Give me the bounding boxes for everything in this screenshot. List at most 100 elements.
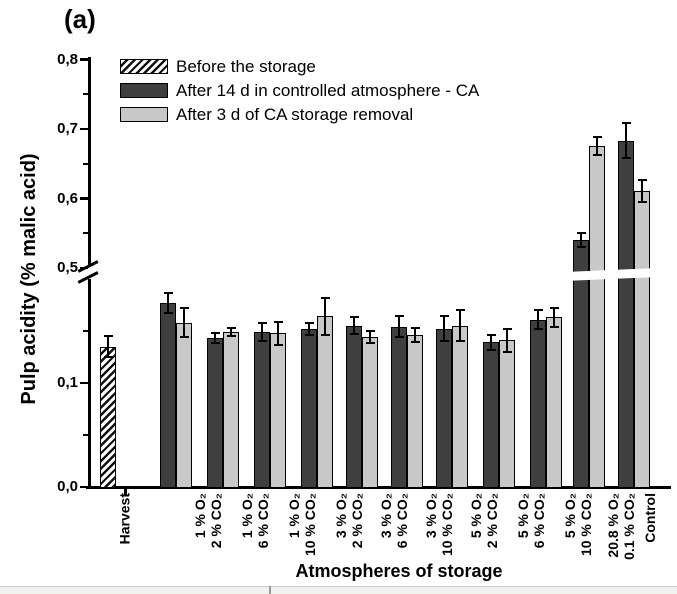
error-bar-line <box>324 297 326 336</box>
bar-series1-cat3 <box>254 332 270 489</box>
y-axis-title: Pulp acidity (% malic acid) <box>18 153 40 405</box>
error-bar-cap <box>576 246 586 249</box>
error-bar-cap <box>486 348 496 351</box>
error-bar-cap <box>320 334 330 337</box>
light-swatch-icon <box>120 107 168 122</box>
error-bar-line <box>353 317 355 335</box>
y-minor-tick <box>83 232 88 235</box>
x-category-line: Control <box>642 493 658 543</box>
error-bar-cap <box>439 340 449 343</box>
x-category-line: 5 % O₂ <box>468 493 484 539</box>
x-category-line: 5 % O₂ <box>562 493 578 539</box>
error-bar-cap <box>163 312 173 315</box>
x-category-line: 10 % CO₂ <box>439 493 455 557</box>
dark-swatch-icon <box>120 83 168 98</box>
x-category-line: 2 % CO₂ <box>208 493 224 549</box>
x-axis-title: Atmospheres of storage <box>295 561 503 581</box>
bar-series1-cat9 <box>530 319 546 489</box>
x-category-line: 3 % O₂ <box>378 493 394 539</box>
error-bar-cap <box>179 307 189 310</box>
y-minor-tick <box>83 162 88 165</box>
error-bar-cap <box>502 350 512 353</box>
bar-series2-cat7 <box>452 325 468 489</box>
error-bar-line <box>398 316 400 338</box>
error-bar-cap <box>502 327 512 330</box>
y-tick-label: 0,1 <box>57 374 78 391</box>
y-axis <box>88 279 91 489</box>
error-bar-line <box>183 308 185 338</box>
error-bar-cap <box>349 333 359 336</box>
legend-label: After 14 d in controlled atmosphere - CA <box>176 81 480 100</box>
error-bar-cap <box>394 315 404 318</box>
y-tick-label: 0,6 <box>57 189 78 207</box>
bar-series2-cat5 <box>362 337 378 489</box>
error-bar-cap <box>103 356 113 358</box>
error-bar-cap <box>455 340 465 343</box>
bar-series1-cat2 <box>207 338 223 489</box>
y-tick-label: 0,5 <box>57 259 78 276</box>
x-category-line: 3 % O₂ <box>333 493 349 539</box>
x-category-label: 5 % O₂ 2 % CO₂ <box>468 493 500 548</box>
x-category-label: 1 % O₂ 6 % CO₂ <box>239 493 271 548</box>
y-minor-tick <box>83 330 88 332</box>
bar-series2-cat3 <box>270 333 286 489</box>
legend-label: Before the storage <box>176 57 316 76</box>
error-bar-cap <box>179 336 189 339</box>
x-category-line: Harvest <box>116 493 132 545</box>
error-bar-cap <box>410 341 420 344</box>
y-axis <box>88 57 91 266</box>
error-bar-line <box>261 322 263 342</box>
error-bar-line <box>443 316 445 342</box>
bar-series1-cat11 <box>618 140 634 489</box>
hatched-swatch-icon <box>120 59 168 74</box>
x-category-line: 1 % O₂ <box>192 493 208 539</box>
error-bar-cap <box>621 122 631 125</box>
bar-series2-cat6 <box>407 335 423 489</box>
x-category-label: Harvest <box>116 493 132 544</box>
x-category-line: 2 % CO₂ <box>349 493 365 549</box>
x-category-line: 6 % CO₂ <box>255 493 271 549</box>
bar-series1-cat7 <box>436 328 452 489</box>
bar-series2-cat10 <box>589 145 605 489</box>
x-category-line: 0.1 % CO₂ <box>621 493 637 560</box>
bar-series1-cat4 <box>301 328 317 489</box>
error-bar-cap <box>226 335 236 338</box>
error-bar-line <box>580 233 582 248</box>
x-category-label: 3 % O₂ 6 % CO₂ <box>378 493 410 548</box>
error-bar-line <box>506 328 508 352</box>
error-bar-cap <box>210 332 220 335</box>
window-bottom-strip <box>0 586 677 594</box>
error-bar-cap <box>394 336 404 339</box>
error-bar-cap <box>257 321 267 324</box>
y-tick-label: 0,7 <box>57 120 78 137</box>
x-category-line: 5 % O₂ <box>515 493 531 539</box>
bar-series2-cat9 <box>546 317 562 489</box>
error-bar-line <box>214 333 216 344</box>
bar-series2-cat8 <box>499 340 515 489</box>
error-bar-cap <box>365 342 375 345</box>
x-category-label: 3 % O₂ 2 % CO₂ <box>333 493 365 548</box>
window-strip-divider <box>269 586 271 594</box>
legend-label: After 3 d of CA storage removal <box>176 105 414 124</box>
error-bar-cap <box>349 316 359 319</box>
error-bar-line <box>625 123 627 159</box>
x-category-line: 10 % CO₂ <box>302 493 318 557</box>
error-bar-cap <box>621 157 631 160</box>
x-category-label: 1 % O₂ 10 % CO₂ <box>286 493 318 556</box>
x-category-label: 5 % O₂ 6 % CO₂ <box>515 493 547 548</box>
error-bar-cap <box>637 178 647 181</box>
error-bar-line <box>277 321 279 345</box>
error-bar-cap <box>592 135 602 138</box>
error-bar-cap <box>486 334 496 337</box>
bar-series2-cat2 <box>223 332 239 489</box>
error-bar-line <box>107 336 109 357</box>
error-bar-cap <box>533 309 543 312</box>
error-bar-cap <box>592 153 602 156</box>
error-bar-line <box>490 335 492 350</box>
error-bar-cap <box>257 340 267 343</box>
x-category-line: 20.8 % O₂ <box>605 493 621 558</box>
y-major-tick <box>80 58 88 61</box>
x-category-label: 5 % O₂ 10 % CO₂ <box>562 493 594 556</box>
bar-series2-cat11 <box>634 190 650 489</box>
x-category-line: 1 % O₂ <box>239 493 255 539</box>
